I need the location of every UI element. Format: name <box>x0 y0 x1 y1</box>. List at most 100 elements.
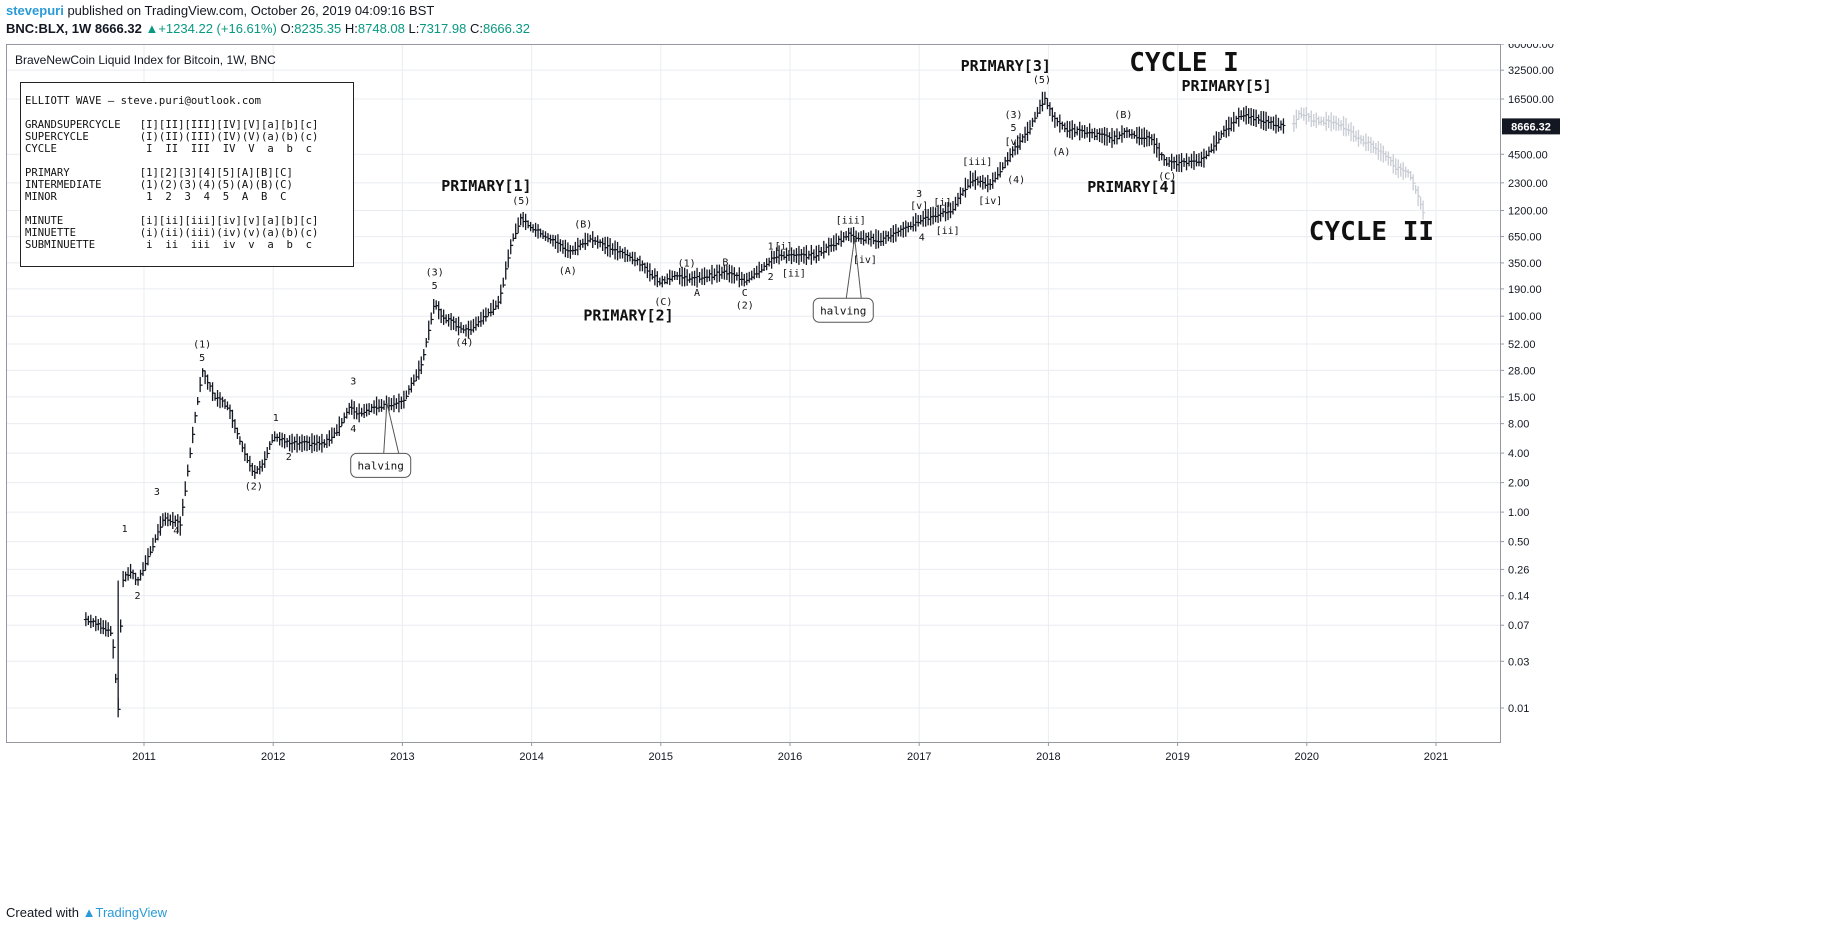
wave-label: 2 <box>135 591 141 602</box>
y-tick-label: 15.00 <box>1508 392 1536 404</box>
y-tick-label: 0.50 <box>1508 537 1529 549</box>
wave-label: 2 <box>286 452 292 463</box>
open-value: 8235.35 <box>294 21 342 36</box>
wave-label: [ii] <box>936 226 960 237</box>
callout-pointer <box>845 237 862 299</box>
y-tick-label: 0.26 <box>1508 564 1529 576</box>
wave-label: [v] <box>1004 137 1022 148</box>
last-price-label: 8666.32 <box>1511 121 1551 133</box>
legend-row: SUPERCYCLE (I)(II)(III)(IV)(V)(a)(b)(c) <box>25 131 319 143</box>
wave-label: PRIMARY[5] <box>1182 77 1272 95</box>
y-tick-label: 1200.00 <box>1508 205 1548 217</box>
callout-box <box>812 297 874 323</box>
legend-row: INTERMEDIATE (1)(2)(3)(4)(5)(A)(B)(C) <box>25 179 293 191</box>
y-tick-label: 0.07 <box>1508 620 1529 632</box>
wave-label: (B) <box>574 220 592 231</box>
wave-label: [i] <box>775 241 793 252</box>
wave-label: [i] <box>933 197 951 208</box>
y-tick-label: 8.00 <box>1508 419 1529 431</box>
wave-label: 1 <box>768 241 774 252</box>
x-tick-label: 2020 <box>1295 751 1319 763</box>
x-tick-label: 2014 <box>519 751 543 763</box>
callout-pointer <box>383 402 400 454</box>
wave-label: [ii] <box>782 268 806 279</box>
y-tick-label: 28.00 <box>1508 365 1536 377</box>
wave-label: [iii] <box>962 157 992 168</box>
wave-label: 5 <box>432 281 438 292</box>
y-tick-label: 16500.00 <box>1508 94 1554 106</box>
footer: Created with ▲TradingView <box>6 905 167 920</box>
legend-row: SUBMINUETTE i ii iii iv v a b c <box>25 239 313 251</box>
wave-label: 3 <box>154 487 160 498</box>
symbol-label: BNC:BLX, 1W <box>6 21 92 36</box>
wave-label: 1 <box>273 413 279 424</box>
wave-label: (A) <box>559 266 577 277</box>
up-arrow-icon: ▲ <box>145 21 159 36</box>
wave-label: (C) <box>1158 171 1176 182</box>
wave-label: [v] <box>910 201 928 212</box>
last-price: 8666.32 <box>94 21 142 36</box>
x-tick-label: 2018 <box>1036 751 1060 763</box>
x-tick-label: 2015 <box>649 751 673 763</box>
symbol-quote-line: BNC:BLX, 1W 8666.32 ▲+1234.22 (+16.61%) … <box>6 21 530 37</box>
tradingview-link[interactable]: TradingView <box>95 905 168 920</box>
y-tick-label: 32500.00 <box>1508 65 1554 77</box>
wave-label: B <box>722 257 728 268</box>
low-value: 7317.98 <box>419 21 467 36</box>
wave-label: 1 <box>122 524 128 535</box>
legend-row: MINUETTE (i)(ii)(iii)(iv)(v)(a)(b)(c) <box>25 227 319 239</box>
y-tick-label: 60000.00 <box>1508 44 1554 51</box>
price-chart[interactable]: 112000.0060000.0032500.0016500.008666.32… <box>6 44 1820 866</box>
author-link[interactable]: stevepuri <box>6 3 64 18</box>
wave-label: PRIMARY[4] <box>1087 178 1177 196</box>
y-tick-label: 0.03 <box>1508 656 1529 668</box>
wave-label: (5) <box>512 196 530 207</box>
y-tick-label: 2300.00 <box>1508 178 1548 190</box>
wave-label: (1) <box>193 339 211 350</box>
close-label: C: <box>469 21 483 36</box>
callout-label: halving <box>820 304 866 317</box>
wave-label: (C) <box>654 297 672 308</box>
x-tick-label: 2021 <box>1424 751 1448 763</box>
publication-header: stevepuri published on TradingView.com, … <box>6 2 1816 38</box>
y-tick-label: 52.00 <box>1508 339 1536 351</box>
wave-label: PRIMARY[2] <box>583 307 673 325</box>
y-tick-label: 350.00 <box>1508 258 1542 270</box>
high-value: 8748.08 <box>357 21 405 36</box>
change-value: +1234.22 (+16.61%) <box>158 21 277 36</box>
wave-label: (5) <box>1033 75 1051 86</box>
low-label: L: <box>408 21 420 36</box>
wave-label: (B) <box>1114 110 1132 121</box>
wave-label: (A) <box>1052 147 1070 158</box>
callout-box <box>350 452 412 478</box>
wave-label: 4 <box>919 233 925 244</box>
x-tick-label: 2013 <box>390 751 414 763</box>
publication-line: stevepuri published on TradingView.com, … <box>6 3 434 19</box>
wave-label: PRIMARY[3] <box>961 57 1051 75</box>
wave-label: A <box>694 288 700 299</box>
wave-label: (1) <box>678 259 696 270</box>
chart-title: BraveNewCoin Liquid Index for Bitcoin, 1… <box>15 53 276 67</box>
wave-label: [iv] <box>853 255 877 266</box>
legend-row: MINUTE [i][ii][iii][iv][v][a][b][c] <box>25 215 319 227</box>
x-tick-label: 2011 <box>132 751 156 763</box>
x-tick-label: 2017 <box>907 751 931 763</box>
wave-label: (4) <box>1007 175 1025 186</box>
created-with-text: Created with <box>6 905 79 920</box>
wave-label: 5 <box>1011 123 1017 134</box>
close-value: 8666.32 <box>482 21 530 36</box>
legend-row: PRIMARY [1][2][3][4][5][A][B][C] <box>25 167 293 179</box>
elliott-wave-legend: ELLIOTT WAVE — steve.puri@outlook.com GRA… <box>20 82 354 267</box>
wave-label: 3 <box>916 189 922 200</box>
x-tick-label: 2012 <box>261 751 285 763</box>
legend-row: MINOR 1 2 3 4 5 A B C <box>25 191 287 203</box>
wave-label: C <box>742 288 748 299</box>
wave-label: [iii] <box>836 216 866 227</box>
wave-label: 2 <box>768 272 774 283</box>
legend-row: CYCLE I II III IV V a b c <box>25 143 313 155</box>
callout-label: halving <box>358 459 404 472</box>
x-tick-label: 2016 <box>778 751 802 763</box>
chart-area[interactable]: 112000.0060000.0032500.0016500.008666.32… <box>6 44 1820 866</box>
wave-label: 3 <box>350 377 356 388</box>
wave-label: CYCLE II <box>1309 217 1434 247</box>
